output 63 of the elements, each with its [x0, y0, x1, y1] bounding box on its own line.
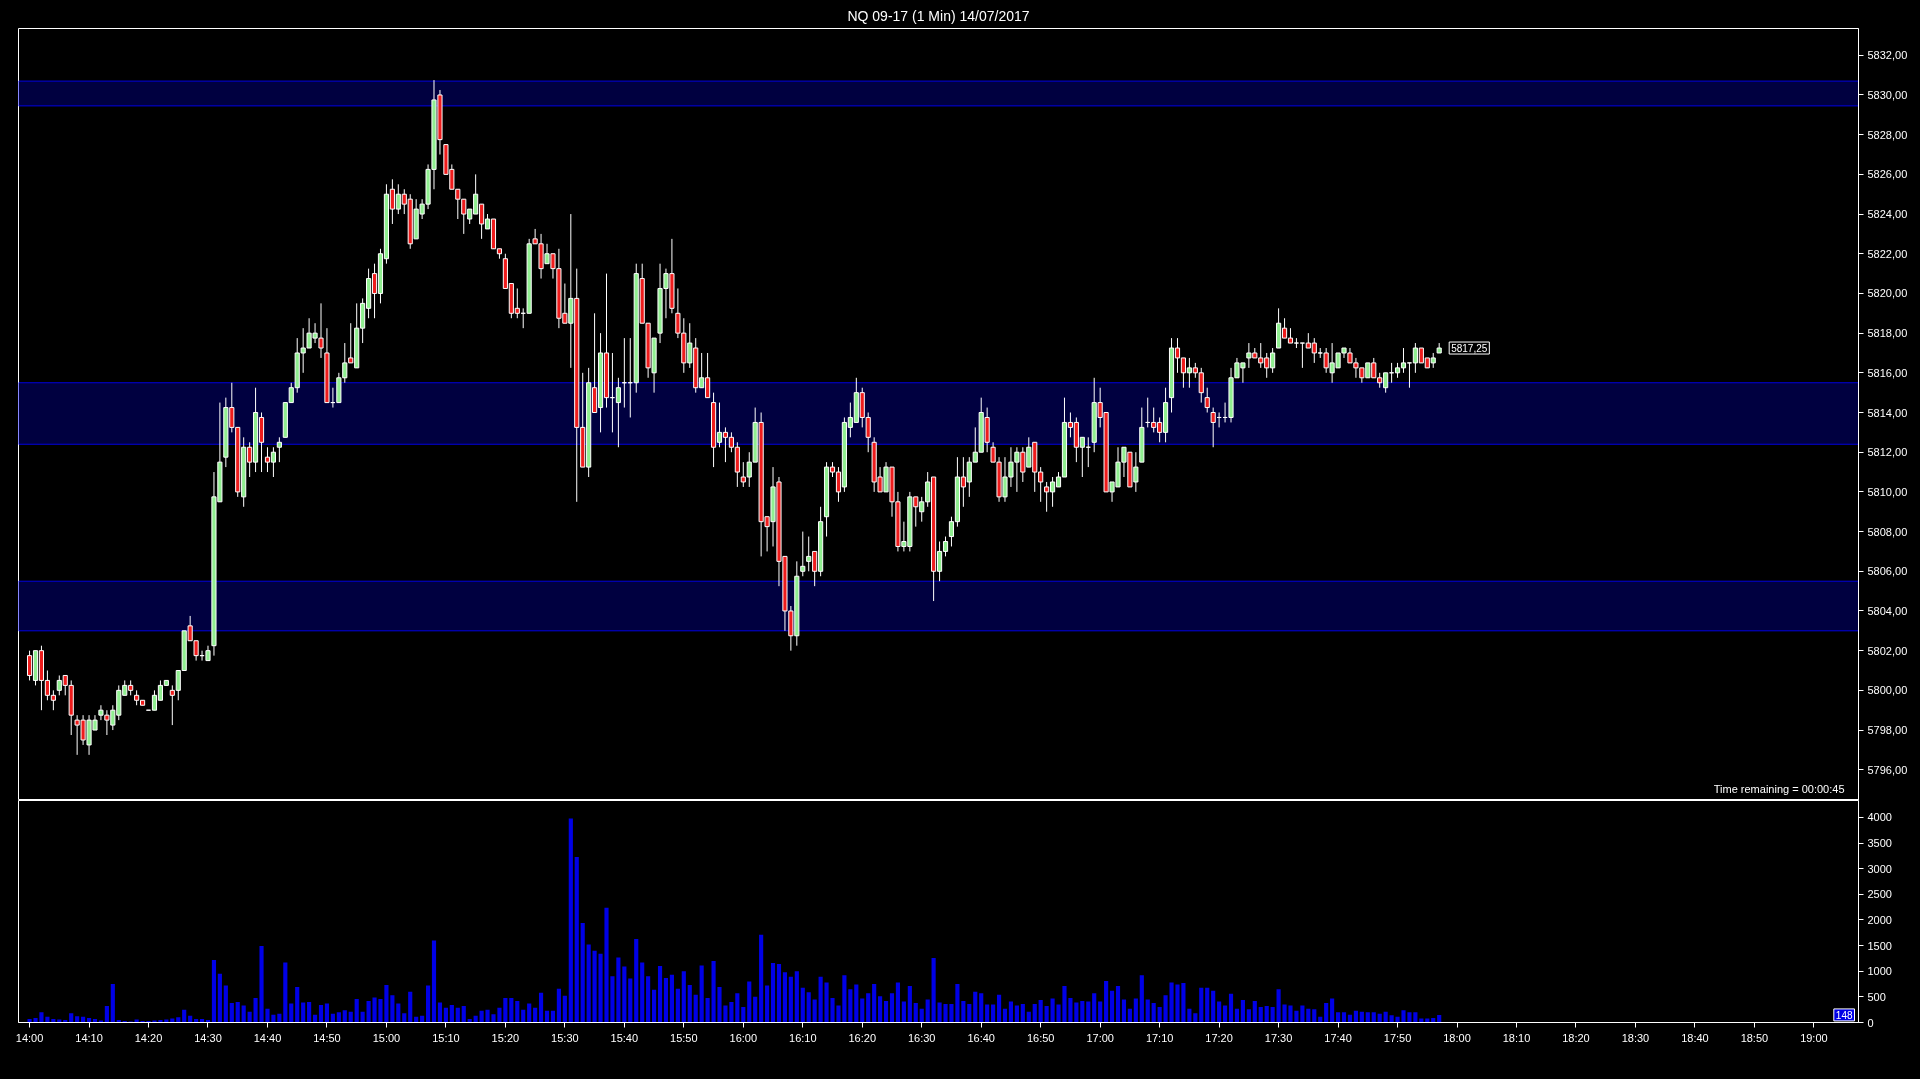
y-tick-label: 5818,00 — [1867, 327, 1908, 340]
x-tick-label: 16:20 — [848, 1031, 877, 1044]
y-tick-label: 5798,00 — [1867, 724, 1908, 737]
x-tick-label: 14:40 — [253, 1031, 282, 1044]
y-tick-label: 5824,00 — [1867, 208, 1908, 221]
y-tick-label: 5812,00 — [1867, 446, 1908, 459]
annotation: Time remaining = 00:00:45 — [1713, 782, 1845, 795]
x-tick-label: 14:20 — [134, 1031, 163, 1044]
x-tick-label: 14:50 — [313, 1031, 341, 1044]
x-tick-label: 18:50 — [1740, 1031, 1769, 1044]
y-tick-label: 2000 — [1867, 913, 1892, 926]
x-tick-label: 17:40 — [1324, 1031, 1352, 1044]
x-tick-label: 15:50 — [670, 1031, 698, 1044]
y-tick-label: 500 — [1867, 990, 1886, 1003]
x-tick-label: 15:40 — [610, 1031, 639, 1044]
chart-title: NQ 09-17 (1 Min) 14/07/2017 — [847, 7, 1030, 24]
x-tick-label: 14:30 — [194, 1031, 222, 1044]
x-tick-label: 16:30 — [907, 1031, 936, 1044]
annotation: 5817,25 — [1451, 343, 1488, 355]
y-tick-label: 5814,00 — [1867, 406, 1908, 419]
y-tick-label: 5832,00 — [1867, 49, 1908, 62]
x-tick-label: 18:40 — [1681, 1031, 1709, 1044]
x-tick-label: 16:40 — [967, 1031, 995, 1044]
x-tick-label: 16:00 — [729, 1031, 758, 1044]
x-tick-label: 17:20 — [1205, 1031, 1233, 1044]
y-tick-label: 1500 — [1867, 939, 1892, 952]
annotation: 148 — [1835, 1009, 1853, 1021]
y-tick-label: 2500 — [1867, 888, 1892, 901]
y-tick-label: 5810,00 — [1867, 485, 1908, 498]
x-tick-label: 16:50 — [1026, 1031, 1055, 1044]
y-tick-label: 5804,00 — [1867, 604, 1908, 617]
y-tick-label: 4000 — [1867, 811, 1892, 824]
y-tick-label: 0 — [1867, 1016, 1874, 1029]
x-tick-label: 14:00 — [15, 1031, 44, 1044]
y-tick-label: 5820,00 — [1867, 287, 1908, 300]
x-tick-label: 15:30 — [551, 1031, 579, 1044]
y-tick-label: 3000 — [1867, 862, 1892, 875]
y-tick-label: 5800,00 — [1867, 684, 1908, 697]
y-tick-label: 5826,00 — [1867, 168, 1908, 181]
x-tick-label: 18:20 — [1562, 1031, 1590, 1044]
y-tick-label: 5828,00 — [1867, 128, 1908, 141]
x-tick-label: 15:00 — [372, 1031, 401, 1044]
x-tick-label: 18:10 — [1502, 1031, 1531, 1044]
y-tick-label: 5808,00 — [1867, 525, 1908, 538]
x-tick-label: 15:10 — [432, 1031, 460, 1044]
y-tick-label: 5816,00 — [1867, 366, 1908, 379]
y-tick-label: 5830,00 — [1867, 88, 1908, 101]
x-tick-label: 18:00 — [1443, 1031, 1471, 1044]
y-tick-label: 3500 — [1867, 837, 1892, 850]
y-tick-label: 5806,00 — [1867, 565, 1908, 578]
y-tick-label: 5802,00 — [1867, 644, 1908, 657]
x-tick-label: 17:30 — [1264, 1031, 1293, 1044]
y-tick-label: 5796,00 — [1867, 763, 1908, 776]
y-tick-label: 5822,00 — [1867, 247, 1908, 260]
x-tick-label: 17:10 — [1145, 1031, 1174, 1044]
x-tick-label: 17:00 — [1086, 1031, 1114, 1044]
x-tick-label: 16:10 — [789, 1031, 817, 1044]
x-tick-label: 15:20 — [491, 1031, 520, 1044]
x-tick-label: 19:00 — [1800, 1031, 1828, 1044]
x-tick-label: 17:50 — [1383, 1031, 1412, 1044]
y-tick-label: 1000 — [1867, 965, 1892, 978]
x-tick-label: 14:10 — [75, 1031, 103, 1044]
x-tick-label: 18:30 — [1621, 1031, 1650, 1044]
